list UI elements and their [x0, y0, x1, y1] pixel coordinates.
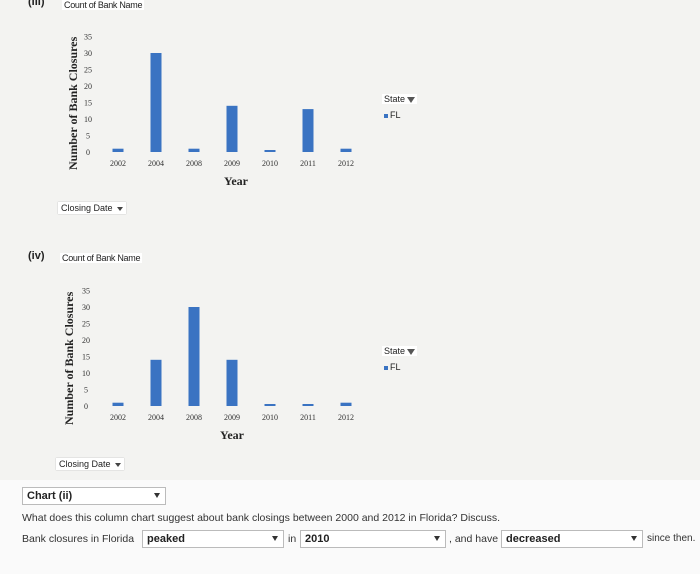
x-tick-label: 2010	[262, 413, 278, 422]
sentence-start: Bank closures in Florida	[22, 533, 135, 545]
bar[interactable]	[302, 404, 314, 406]
legend-item-label: FL	[390, 110, 401, 120]
state-filter-label: State	[384, 346, 406, 356]
trend-select-value: peaked	[147, 533, 185, 545]
y-tick-label: 35	[84, 33, 92, 42]
bar[interactable]	[264, 150, 276, 152]
state-filter-button[interactable]: State	[382, 346, 418, 356]
x-tick-label: 2011	[300, 413, 316, 422]
bar-chart-iv: 0 5 10 15 20 25 30 35 2002 2004 2008 2009 2010 2011 20…	[82, 287, 354, 423]
closing-date-label: Closing Date	[61, 203, 113, 213]
bar[interactable]	[150, 53, 162, 152]
bar[interactable]	[112, 402, 124, 406]
question-area: Chart (ii) What does this column chart s…	[0, 480, 700, 574]
bar[interactable]	[264, 404, 276, 406]
y-tick-label: 30	[84, 49, 92, 58]
question-prompt: What does this column chart suggest abou…	[22, 512, 501, 524]
bar[interactable]	[150, 359, 162, 406]
filter-icon	[407, 348, 416, 355]
bar[interactable]	[188, 307, 200, 406]
y-tick-label: 5	[86, 132, 90, 141]
x-tick-label: 2008	[186, 159, 202, 168]
chart-select[interactable]: Chart (ii)	[22, 487, 166, 505]
y-tick-label: 0	[86, 148, 90, 157]
x-axis-label: Year	[224, 174, 248, 188]
y-tick-label: 35	[82, 287, 90, 296]
x-tick-label: 2004	[148, 159, 164, 168]
x-tick-label: 2008	[186, 413, 202, 422]
y-tick-label: 10	[82, 369, 90, 378]
bar[interactable]	[226, 359, 238, 406]
x-tick-label: 2004	[148, 413, 164, 422]
year-select[interactable]: 2010	[300, 530, 446, 548]
chart-iii-roman: (III)	[28, 0, 45, 8]
y-tick-label: 15	[84, 99, 92, 108]
count-of-bank-name-button[interactable]: Count of Bank Name	[62, 0, 145, 10]
direction-select-value: decreased	[506, 533, 561, 545]
y-tick-label: 15	[82, 353, 90, 362]
y-tick-label: 10	[84, 115, 92, 124]
x-tick-label: 2011	[300, 159, 316, 168]
legend-swatch	[384, 365, 388, 370]
x-tick-label: 2012	[338, 159, 354, 168]
y-tick-label: 20	[82, 336, 90, 345]
year-select-value: 2010	[305, 533, 330, 545]
direction-select[interactable]: decreased	[501, 530, 643, 548]
x-tick-label: 2009	[224, 159, 240, 168]
closing-date-button[interactable]: Closing Date	[56, 458, 124, 470]
word-and-have: , and have	[449, 533, 499, 545]
x-tick-label: 2002	[110, 159, 126, 168]
closing-date-label: Closing Date	[59, 459, 111, 469]
dropdown-arrow-icon	[114, 462, 121, 467]
legend-item-fl: FL	[384, 362, 401, 372]
chevron-down-icon	[272, 536, 278, 541]
bar[interactable]	[340, 402, 352, 406]
chart-iv-roman: (iv)	[28, 250, 45, 262]
chevron-down-icon	[631, 536, 637, 541]
x-tick-label: 2012	[338, 413, 354, 422]
y-tick-label: 0	[84, 402, 88, 411]
chevron-down-icon	[434, 536, 440, 541]
filter-icon	[407, 96, 416, 103]
closing-date-button[interactable]: Closing Date	[58, 202, 126, 214]
state-filter-label: State	[384, 94, 406, 104]
x-tick-label: 2009	[224, 413, 240, 422]
chart-iii: (III) Count of Bank Name Number of Bank …	[0, 0, 700, 230]
legend-item-fl: FL	[384, 110, 401, 120]
chevron-down-icon	[154, 493, 160, 498]
y-tick-label: 5	[84, 386, 88, 395]
bar[interactable]	[188, 148, 200, 152]
y-tick-label: 25	[84, 66, 92, 75]
legend-swatch	[384, 113, 388, 118]
dropdown-arrow-icon	[116, 206, 123, 211]
bar[interactable]	[226, 105, 238, 152]
y-tick-label: 25	[82, 320, 90, 329]
bar[interactable]	[340, 148, 352, 152]
y-tick-label: 30	[82, 303, 90, 312]
legend-item-label: FL	[390, 362, 401, 372]
bar[interactable]	[112, 148, 124, 152]
x-axis-label: Year	[220, 428, 244, 442]
chart-select-value: Chart (ii)	[27, 490, 73, 502]
trend-select[interactable]: peaked	[142, 530, 284, 548]
x-tick-label: 2002	[110, 413, 126, 422]
bar-chart-iii: 0 5 10 15 20 25 30 35 2002 2004 2008 2009 2010 2011 20…	[84, 33, 354, 169]
word-in: in	[288, 533, 297, 545]
bar[interactable]	[302, 109, 314, 152]
y-tick-label: 20	[84, 82, 92, 91]
count-of-bank-name-button[interactable]: Count of Bank Name	[60, 253, 143, 263]
state-filter-button[interactable]: State	[382, 94, 418, 104]
chart-iv: (iv) Count of Bank Name Number of Bank C…	[0, 250, 700, 480]
sentence-end: since then.	[647, 533, 696, 544]
x-tick-label: 2010	[262, 159, 278, 168]
